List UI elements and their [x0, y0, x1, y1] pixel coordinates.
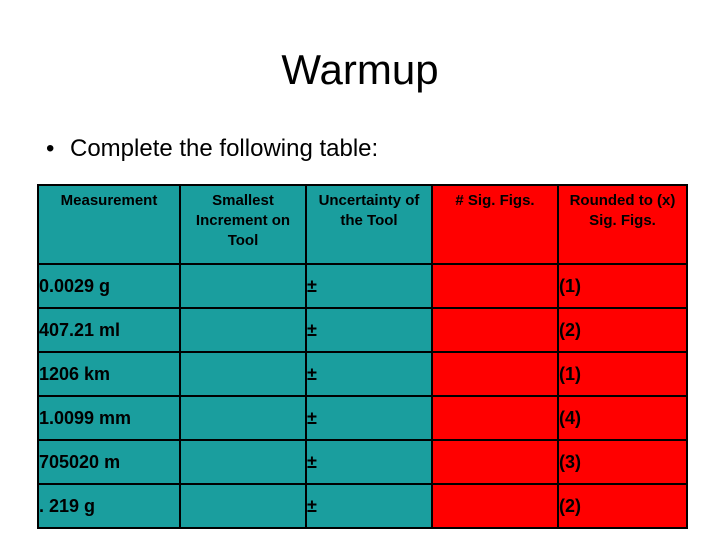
header-smallest-increment: Smallest Increment on Tool: [179, 184, 307, 265]
measurement-cell: 1.0099 mm: [37, 395, 181, 441]
rounded-cell[interactable]: (3): [557, 439, 688, 485]
sig-figs-cell[interactable]: [431, 395, 559, 441]
uncertainty-cell[interactable]: ±: [305, 483, 433, 529]
measurement-cell: 407.21 ml: [37, 307, 181, 353]
table-row: 1.0099 mm ± (4): [37, 395, 688, 441]
smallest-increment-cell[interactable]: [179, 483, 307, 529]
uncertainty-cell[interactable]: ±: [305, 439, 433, 485]
table-row: 705020 m ± (3): [37, 439, 688, 485]
sig-figs-cell[interactable]: [431, 439, 559, 485]
sig-figs-cell[interactable]: [431, 307, 559, 353]
measurement-cell: 1206 km: [37, 351, 181, 397]
sig-figs-cell[interactable]: [431, 483, 559, 529]
sig-figs-cell[interactable]: [431, 263, 559, 309]
smallest-increment-cell[interactable]: [179, 395, 307, 441]
table-row: . 219 g ± (2): [37, 483, 688, 529]
table-row: 407.21 ml ± (2): [37, 307, 688, 353]
uncertainty-cell[interactable]: ±: [305, 351, 433, 397]
smallest-increment-cell[interactable]: [179, 351, 307, 397]
warmup-table: Measurement Smallest Increment on Tool U…: [37, 184, 688, 529]
table-row: 1206 km ± (1): [37, 351, 688, 397]
measurement-cell: 705020 m: [37, 439, 181, 485]
rounded-cell[interactable]: (1): [557, 351, 688, 397]
uncertainty-cell[interactable]: ±: [305, 307, 433, 353]
header-sig-figs: # Sig. Figs.: [431, 184, 559, 265]
uncertainty-cell[interactable]: ±: [305, 263, 433, 309]
header-measurement: Measurement: [37, 184, 181, 265]
sig-figs-cell[interactable]: [431, 351, 559, 397]
measurement-cell: 0.0029 g: [37, 263, 181, 309]
measurement-cell: . 219 g: [37, 483, 181, 529]
rounded-cell[interactable]: (4): [557, 395, 688, 441]
bullet-line: • Complete the following table:: [46, 134, 378, 164]
bullet-text: Complete the following table:: [70, 135, 379, 162]
uncertainty-cell[interactable]: ±: [305, 395, 433, 441]
table-row: 0.0029 g ± (1): [37, 263, 688, 309]
rounded-cell[interactable]: (2): [557, 483, 688, 529]
smallest-increment-cell[interactable]: [179, 307, 307, 353]
smallest-increment-cell[interactable]: [179, 439, 307, 485]
smallest-increment-cell[interactable]: [179, 263, 307, 309]
header-rounded: Rounded to (x) Sig. Figs.: [557, 184, 688, 265]
header-uncertainty: Uncertainty of the Tool: [305, 184, 433, 265]
bullet-marker: •: [46, 135, 55, 162]
rounded-cell[interactable]: (2): [557, 307, 688, 353]
slide-title: Warmup: [281, 46, 439, 93]
rounded-cell[interactable]: (1): [557, 263, 688, 309]
table-header-row: Measurement Smallest Increment on Tool U…: [37, 184, 688, 265]
